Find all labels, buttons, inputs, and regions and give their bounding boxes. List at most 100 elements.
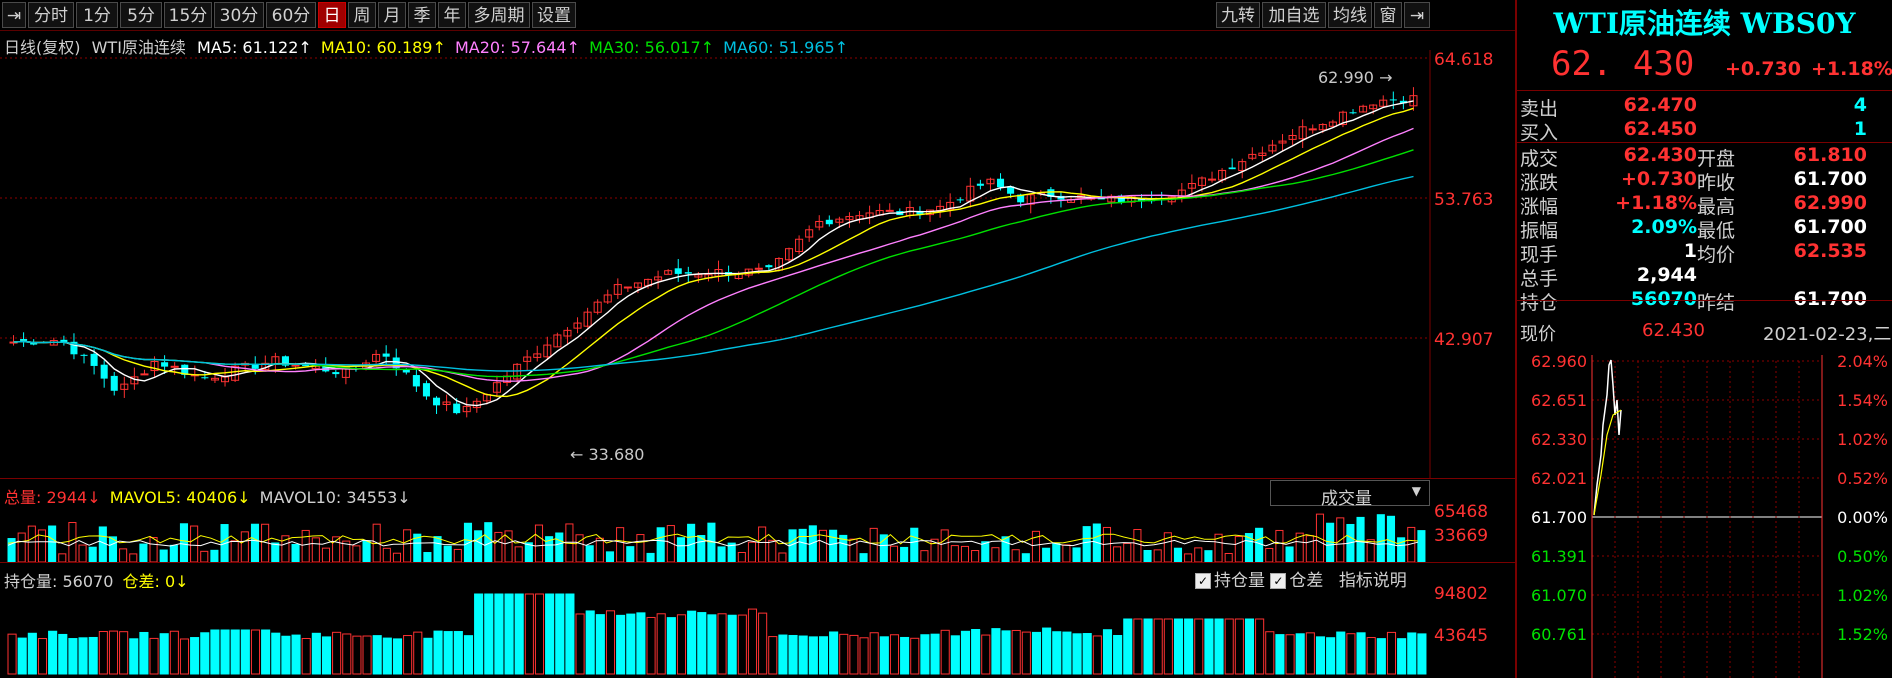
jiuzhuan-button[interactable]: 九转 bbox=[1216, 2, 1260, 28]
tab-multi-period[interactable]: 多周期 bbox=[468, 2, 530, 28]
oi-bar bbox=[758, 612, 768, 675]
intraday-chart[interactable]: 62.960 2.04% 62.651 1.54% 62.330 1.02% 62.021 0… bbox=[1517, 355, 1892, 678]
tab-5min[interactable]: 5分 bbox=[120, 2, 162, 28]
candle-body bbox=[603, 294, 612, 303]
candle-body bbox=[523, 356, 532, 362]
candle-body bbox=[553, 334, 562, 348]
oi-bar bbox=[666, 617, 676, 675]
candle-body bbox=[916, 210, 924, 215]
quote-value: 61.810 bbox=[1793, 144, 1867, 166]
intraday-avg-line bbox=[1593, 409, 1622, 516]
indicator-select[interactable]: 成交量 ▼ bbox=[1270, 480, 1430, 509]
volume-bar bbox=[950, 545, 959, 562]
quote-label: 现手 bbox=[1520, 244, 1559, 266]
volume-bar bbox=[1356, 516, 1365, 562]
oi-bar bbox=[311, 632, 321, 675]
tab-week[interactable]: 周 bbox=[348, 2, 376, 28]
tab-fenshi[interactable]: 分时 bbox=[28, 2, 74, 28]
oi-bar bbox=[210, 629, 220, 675]
candle-body bbox=[795, 238, 804, 252]
oi-checkbox[interactable]: ✓ 持仓量 bbox=[1195, 571, 1265, 591]
oi-bar bbox=[737, 614, 747, 675]
volume-bar bbox=[311, 537, 320, 562]
candle-body bbox=[1228, 167, 1236, 170]
indicator-help-link[interactable]: 指标说明 bbox=[1338, 571, 1407, 591]
window-button[interactable]: 窗 bbox=[1374, 2, 1402, 28]
right-axis-tick: 0.00% bbox=[1837, 508, 1888, 527]
candle-body bbox=[392, 357, 400, 369]
oi-bar bbox=[605, 610, 616, 675]
tab-year[interactable]: 年 bbox=[438, 2, 466, 28]
oi-bar bbox=[1062, 631, 1072, 675]
tab-1min[interactable]: 1分 bbox=[76, 2, 118, 28]
volume-bar bbox=[200, 550, 209, 562]
oi-bar bbox=[78, 637, 88, 675]
volume-bar bbox=[494, 531, 503, 562]
oi-bar bbox=[616, 614, 626, 675]
tab-60min[interactable]: 60分 bbox=[266, 2, 316, 28]
volume-bar bbox=[332, 536, 341, 562]
candle-body bbox=[1338, 111, 1347, 126]
collapse-left-icon[interactable]: ⇥ bbox=[2, 2, 26, 28]
volume-chart[interactable] bbox=[0, 508, 1430, 562]
volume-bar bbox=[1001, 536, 1010, 562]
volume-bar bbox=[829, 529, 838, 562]
tab-15min[interactable]: 15分 bbox=[164, 2, 212, 28]
tab-season[interactable]: 季 bbox=[408, 2, 436, 28]
candle-body bbox=[442, 401, 451, 406]
oi-bar bbox=[484, 593, 494, 675]
candle-body bbox=[1308, 128, 1317, 131]
tab-day[interactable]: 日 bbox=[318, 2, 346, 28]
candle-body bbox=[684, 272, 692, 274]
oi-bar bbox=[646, 616, 656, 675]
oi-bar bbox=[1255, 618, 1265, 675]
volume-bar bbox=[169, 544, 178, 562]
divider bbox=[1515, 0, 1517, 678]
tab-30min[interactable]: 30分 bbox=[214, 2, 264, 28]
oi-bar bbox=[1072, 633, 1082, 675]
now-price-label: 现价 bbox=[1520, 324, 1556, 345]
candle-body bbox=[422, 383, 430, 397]
tab-settings[interactable]: 设置 bbox=[532, 2, 576, 28]
oi-bar bbox=[1265, 631, 1275, 675]
oi-bar bbox=[1021, 631, 1031, 675]
oi-bar bbox=[869, 632, 879, 675]
volume-bar bbox=[78, 544, 87, 562]
oi-bar bbox=[37, 638, 48, 675]
volume-bar bbox=[869, 527, 878, 562]
add-watchlist-button[interactable]: 加自选 bbox=[1262, 2, 1326, 28]
candle-body bbox=[1349, 112, 1357, 114]
diff-checkbox[interactable]: ✓ 仓差 bbox=[1270, 571, 1323, 591]
open-interest-chart[interactable] bbox=[0, 588, 1430, 678]
candle-body bbox=[453, 403, 461, 414]
kline-chart[interactable] bbox=[0, 50, 1515, 478]
candle-body bbox=[30, 342, 38, 345]
candle-body bbox=[231, 365, 240, 381]
candle-body bbox=[1399, 100, 1407, 104]
candle-body bbox=[462, 405, 471, 413]
ma5-line bbox=[13, 100, 1414, 407]
ma-button[interactable]: 均线 bbox=[1328, 2, 1372, 28]
oi-bar bbox=[250, 629, 261, 675]
oi-bar bbox=[261, 629, 271, 675]
collapse-right-icon[interactable]: ⇥ bbox=[1404, 2, 1430, 28]
tab-month[interactable]: 月 bbox=[378, 2, 406, 28]
divider bbox=[0, 562, 1515, 563]
oi-bar bbox=[190, 637, 200, 675]
oi-bar bbox=[68, 638, 78, 675]
left-axis-tick: 62.960 bbox=[1531, 355, 1587, 371]
oi-bar bbox=[626, 613, 636, 675]
oi-bar bbox=[1336, 631, 1346, 675]
oi-bar bbox=[717, 613, 727, 675]
oi-bar bbox=[747, 608, 758, 675]
quote-label: 昨收 bbox=[1697, 172, 1736, 194]
volume-bar bbox=[1163, 532, 1172, 562]
oi-bar bbox=[108, 630, 119, 675]
oi-bar bbox=[1042, 627, 1052, 675]
oi-bar bbox=[413, 631, 423, 675]
candle-body bbox=[815, 220, 824, 228]
oi-bar bbox=[1092, 635, 1102, 675]
volume-bar bbox=[626, 546, 635, 562]
oi-bar bbox=[1234, 618, 1244, 675]
oi-bar bbox=[179, 638, 190, 675]
